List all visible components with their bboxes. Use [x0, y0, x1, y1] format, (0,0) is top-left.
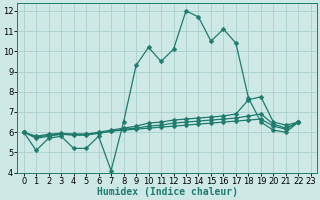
X-axis label: Humidex (Indice chaleur): Humidex (Indice chaleur) — [97, 187, 238, 197]
